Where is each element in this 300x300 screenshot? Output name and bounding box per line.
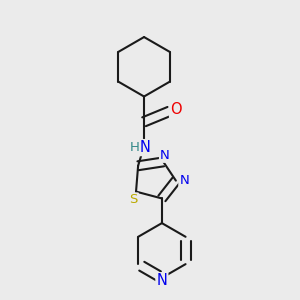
Text: N: N	[157, 273, 167, 288]
Text: S: S	[130, 194, 138, 206]
Text: N: N	[179, 174, 189, 187]
Text: O: O	[170, 102, 182, 117]
Text: H: H	[130, 141, 140, 154]
Text: N: N	[160, 149, 170, 162]
Text: N: N	[140, 140, 151, 155]
